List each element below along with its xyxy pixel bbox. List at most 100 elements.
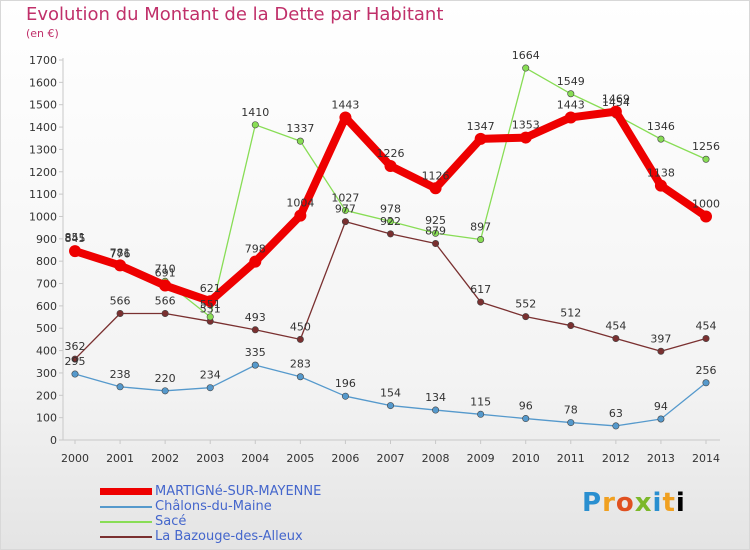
- data-point-bazouge: [432, 240, 440, 248]
- data-point-chalons: [386, 402, 394, 410]
- data-label-martigne: 798: [245, 243, 266, 256]
- data-label-chalons: 220: [155, 372, 176, 385]
- data-point-chalons: [522, 415, 530, 423]
- data-point-chalons: [71, 370, 79, 378]
- legend-label-martigne: MARTIGNé-SUR-MAYENNE: [155, 484, 322, 499]
- data-point-chalons: [161, 387, 169, 395]
- data-label-chalons: 94: [654, 400, 668, 413]
- x-tick-label: 2006: [331, 452, 359, 465]
- y-tick-label: 1700: [29, 54, 57, 67]
- y-tick-label: 400: [36, 345, 57, 358]
- data-point-chalons: [432, 406, 440, 414]
- data-label-bazouge: 450: [290, 320, 311, 333]
- y-tick-label: 500: [36, 322, 57, 335]
- data-point-bazouge: [386, 230, 394, 238]
- data-point-chalons: [657, 415, 665, 423]
- data-label-chalons: 154: [380, 387, 401, 400]
- data-label-bazouge: 454: [696, 320, 717, 333]
- data-point-sace: [477, 235, 485, 243]
- data-label-chalons: 238: [110, 368, 131, 381]
- data-label-martigne: 621: [200, 282, 221, 295]
- data-label-bazouge: 552: [515, 298, 536, 311]
- data-point-bazouge: [296, 335, 304, 343]
- x-tick-label: 2010: [512, 452, 540, 465]
- data-label-bazouge: 531: [200, 302, 221, 315]
- data-label-martigne: 1443: [557, 98, 585, 111]
- data-label-bazouge: 566: [110, 294, 131, 307]
- data-label-bazouge: 617: [470, 283, 491, 296]
- data-point-sace: [567, 90, 575, 98]
- data-point-martigne: [69, 245, 81, 258]
- y-tick-label: 1500: [29, 99, 57, 112]
- data-point-bazouge: [116, 309, 124, 317]
- data-point-martigne: [609, 105, 622, 118]
- data-label-martigne: 1443: [331, 98, 359, 111]
- legend-swatch-bazouge: [100, 536, 152, 538]
- data-label-bazouge: 922: [380, 215, 401, 228]
- data-point-chalons: [116, 383, 124, 391]
- data-labels: 362 566 566 531 493 450 977 922 879 617 552 512 454 3…: [65, 49, 721, 420]
- data-label-chalons: 335: [245, 346, 266, 359]
- y-tick-label: 900: [36, 233, 57, 246]
- data-label-sace: 1410: [241, 106, 269, 119]
- data-label-martigne: 1353: [512, 119, 540, 132]
- data-point-chalons: [612, 422, 620, 430]
- x-tick-label: 2008: [422, 452, 450, 465]
- data-label-bazouge: 362: [65, 340, 86, 353]
- legend-label-bazouge: La Bazouge-des-Alleux: [155, 529, 303, 544]
- x-tick-label: 2001: [106, 452, 134, 465]
- data-label-martigne: 1347: [467, 120, 495, 133]
- data-point-martigne: [700, 210, 712, 223]
- data-point-chalons: [477, 410, 485, 418]
- data-point-martigne: [249, 255, 262, 268]
- series-layer: [69, 64, 712, 430]
- data-label-martigne: 845: [65, 232, 86, 245]
- data-point-sace: [251, 121, 259, 129]
- data-label-chalons: 283: [290, 358, 311, 371]
- data-label-martigne: 781: [110, 246, 131, 259]
- data-label-bazouge: 397: [650, 332, 671, 345]
- data-label-sace: 851: [65, 231, 86, 244]
- legend-swatch-martigne: [100, 488, 152, 495]
- data-point-martigne: [474, 132, 487, 145]
- y-tick-label: 1400: [29, 121, 57, 134]
- chart-subtitle: (en €): [26, 27, 59, 40]
- data-point-bazouge: [341, 218, 349, 226]
- data-label-martigne: 1004: [286, 197, 314, 210]
- y-tick-label: 600: [36, 300, 57, 313]
- data-point-bazouge: [477, 298, 485, 306]
- data-label-sace: 1337: [286, 122, 314, 135]
- data-point-sace: [386, 217, 394, 225]
- x-tick-label: 2003: [196, 452, 224, 465]
- y-tick-label: 0: [50, 434, 57, 447]
- data-point-sace: [341, 206, 349, 214]
- data-point-bazouge: [251, 326, 259, 334]
- legend-label-sace: Sacé: [155, 514, 187, 529]
- data-label-bazouge: 879: [425, 225, 446, 238]
- data-label-sace: 776: [110, 248, 131, 261]
- data-point-bazouge: [161, 309, 169, 317]
- data-label-bazouge: 493: [245, 311, 266, 324]
- data-point-sace: [657, 135, 665, 143]
- y-tick-label: 100: [36, 412, 57, 425]
- data-point-bazouge: [612, 335, 620, 343]
- data-point-martigne: [564, 111, 577, 124]
- chart-title: Evolution du Montant de la Dette par Hab…: [26, 4, 444, 25]
- x-tick-label: 2012: [602, 452, 630, 465]
- data-label-chalons: 96: [519, 400, 533, 413]
- y-tick-label: 1300: [29, 143, 57, 156]
- y-tick-label: 1200: [29, 166, 57, 179]
- data-label-chalons: 256: [696, 364, 717, 377]
- data-point-bazouge: [657, 347, 665, 355]
- data-point-bazouge: [71, 355, 79, 363]
- data-label-sace: 1027: [331, 191, 359, 204]
- data-label-sace: 978: [380, 202, 401, 215]
- y-tick-label: 200: [36, 389, 57, 402]
- data-point-chalons: [341, 392, 349, 400]
- data-label-martigne: 1126: [422, 169, 450, 182]
- x-tick-label: 2007: [377, 452, 405, 465]
- data-point-chalons: [206, 384, 214, 392]
- data-point-sace: [296, 137, 304, 145]
- x-tick-label: 2002: [151, 452, 179, 465]
- data-point-martigne: [384, 159, 397, 172]
